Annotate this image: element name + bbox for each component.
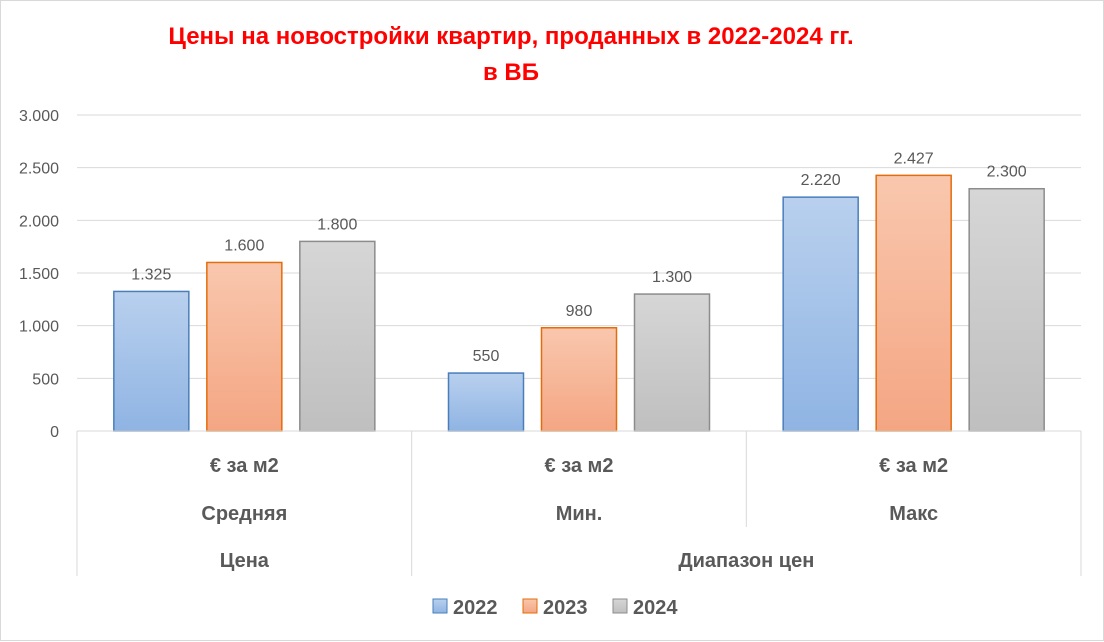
legend-swatch-2022 — [432, 598, 448, 614]
chart-title-line-1: Цены на новостройки квартир, проданных в… — [168, 23, 854, 50]
chart-title-line-2: в ВБ — [482, 59, 539, 86]
category-unit-label: € за м2 — [210, 455, 279, 477]
data-label: 1.300 — [652, 269, 692, 286]
category-unit-label: € за м2 — [879, 455, 948, 477]
category-group-label: Диапазон цен — [678, 550, 814, 572]
legend-label: 2023 — [543, 597, 588, 619]
y-tick-label: 2.500 — [19, 161, 59, 178]
data-label: 2.220 — [801, 172, 841, 189]
bar-2023 — [206, 261, 283, 432]
data-label: 980 — [566, 303, 593, 320]
bar-2022 — [782, 196, 859, 432]
category-unit-label: € за м2 — [545, 455, 614, 477]
legend-swatch-2024 — [612, 598, 628, 614]
legend-swatch-2023 — [522, 598, 538, 614]
bar-2023 — [875, 174, 952, 432]
data-label: 2.427 — [894, 150, 934, 167]
data-label: 1.600 — [224, 237, 264, 254]
data-label: 1.800 — [317, 216, 357, 233]
y-tick-label: 2.000 — [19, 213, 59, 230]
category-label: Макс — [889, 503, 938, 525]
category-group-label: Цена — [220, 550, 270, 572]
data-label: 1.325 — [131, 266, 171, 283]
y-tick-label: 500 — [32, 371, 59, 388]
bar-2024 — [633, 293, 711, 432]
bar-2024 — [299, 240, 376, 432]
data-label: 550 — [473, 348, 500, 365]
category-label: Мин. — [556, 503, 603, 525]
y-tick-label: 3.000 — [19, 108, 59, 125]
y-tick-label: 0 — [50, 424, 59, 441]
bar-2022 — [447, 372, 525, 432]
bar-2024 — [968, 187, 1045, 432]
data-label: 2.300 — [987, 164, 1027, 181]
legend-label: 2022 — [453, 597, 498, 619]
category-label: Средняя — [201, 503, 287, 525]
legend-label: 2024 — [633, 597, 678, 619]
y-tick-label: 1.000 — [19, 319, 59, 336]
y-tick-label: 1.500 — [19, 266, 59, 283]
bar-2022 — [113, 290, 190, 432]
bar-2023 — [540, 327, 618, 432]
